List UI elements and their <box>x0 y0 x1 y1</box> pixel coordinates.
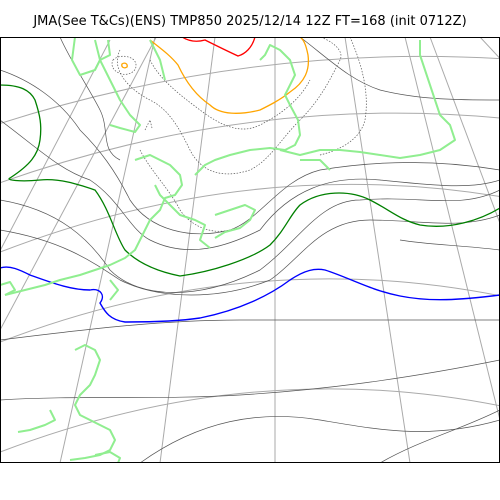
isotherm-line <box>117 37 342 175</box>
isotherm-line <box>149 59 311 130</box>
isotherms-dotted <box>111 37 367 232</box>
coastline <box>71 37 111 76</box>
latitude-line <box>0 388 500 453</box>
isotherm-red <box>181 37 256 57</box>
latitude-line <box>0 183 500 253</box>
coastline <box>94 451 121 463</box>
isotherm-line <box>0 319 500 341</box>
coastline <box>109 279 119 301</box>
longitude-line <box>344 37 411 463</box>
isotherm-line <box>181 37 256 57</box>
coastline <box>214 204 256 239</box>
map-title: JMA(See T&Cs)(ENS) TMP850 2025/12/14 12Z… <box>33 14 467 29</box>
coastline <box>4 154 183 296</box>
coastline <box>300 159 331 171</box>
isotherm-green <box>0 84 500 277</box>
coastline <box>69 344 116 461</box>
coastline <box>17 409 56 433</box>
isotherm-line <box>0 189 500 293</box>
isotherm-line <box>0 119 500 250</box>
isotherm-line <box>0 84 500 277</box>
isotherm-line <box>59 37 121 161</box>
isotherm-line <box>111 55 137 75</box>
isotherm-line <box>379 409 500 463</box>
latitude-line <box>0 278 500 343</box>
isotherm-line <box>319 37 367 156</box>
coastline <box>0 281 16 296</box>
latitude-line <box>0 112 500 184</box>
longitude-line <box>59 37 156 463</box>
coastline <box>154 184 211 249</box>
isotherm-line <box>149 37 310 114</box>
isotherm-line <box>139 416 500 463</box>
isotherm-line <box>399 239 500 251</box>
isotherm-line <box>139 149 231 232</box>
isotherm-line <box>0 266 500 323</box>
coastline <box>194 44 301 176</box>
longitude-line <box>404 37 500 421</box>
isotherm-line <box>0 69 500 235</box>
longitude-line <box>0 37 157 331</box>
coastline <box>279 40 456 159</box>
longitude-line <box>479 37 500 60</box>
graticule <box>0 37 500 463</box>
isotherm-line <box>299 37 500 101</box>
latitude-line <box>0 55 500 125</box>
longitude-line <box>429 37 500 225</box>
isotherm-line <box>0 359 500 401</box>
isotherm-blue <box>0 266 500 323</box>
isotherm-orange <box>121 37 310 114</box>
isotherm-line <box>121 62 128 69</box>
isotherms-thin <box>0 37 500 463</box>
coastline <box>94 39 141 133</box>
longitude-line <box>159 37 216 463</box>
coastline <box>149 39 166 81</box>
coastlines <box>0 37 456 463</box>
isotherm-line <box>144 118 153 131</box>
